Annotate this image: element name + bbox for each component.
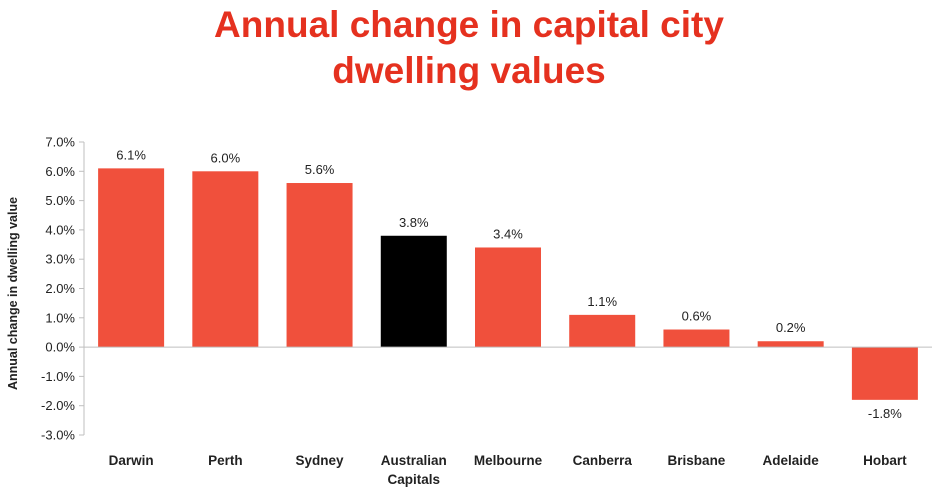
data-label: 5.6% xyxy=(305,162,335,177)
y-tick-label: 1.0% xyxy=(45,310,75,325)
chart-title-line-2: dwelling values xyxy=(332,50,606,91)
y-axis-title: Annual change in dwelling value xyxy=(6,197,20,390)
y-tick-label: 0.0% xyxy=(45,340,75,355)
data-label: -1.8% xyxy=(868,406,902,421)
data-label: 0.6% xyxy=(682,309,712,324)
bar-brisbane xyxy=(663,329,730,348)
bar-hobart xyxy=(851,347,918,400)
x-tick-label: Perth xyxy=(208,453,243,468)
chart-title: Annual change in capital city dwelling v… xyxy=(0,2,938,94)
x-tick-label: Hobart xyxy=(863,453,907,468)
data-label: 0.2% xyxy=(776,320,806,335)
x-tick-label: Canberra xyxy=(573,453,633,468)
y-tick-label: 2.0% xyxy=(45,281,75,296)
data-label: 1.1% xyxy=(587,294,617,309)
x-tick-label: Sydney xyxy=(296,453,345,468)
bar-adelaide xyxy=(757,341,824,348)
x-tick-label: Melbourne xyxy=(474,453,543,468)
x-tick-label: Adelaide xyxy=(763,453,820,468)
bar-sydney xyxy=(286,183,353,348)
y-tick-label: -2.0% xyxy=(41,398,75,413)
bar-melbourne xyxy=(475,247,541,348)
y-tick-label: -3.0% xyxy=(41,428,75,443)
y-tick-label: 4.0% xyxy=(45,222,75,237)
bar-canberra xyxy=(569,314,636,348)
y-tick-label: 5.0% xyxy=(45,193,75,208)
data-label: 3.4% xyxy=(493,226,523,241)
bar-australian-capitals xyxy=(380,235,447,348)
x-tick-label: Australian xyxy=(381,453,447,468)
bar-darwin xyxy=(98,168,165,348)
data-label: 6.0% xyxy=(211,150,241,165)
x-tick-label: Brisbane xyxy=(668,453,726,468)
data-label: 3.8% xyxy=(399,215,429,230)
y-tick-label: 3.0% xyxy=(45,252,75,267)
y-tick-label: 7.0% xyxy=(45,135,75,150)
x-tick-label: Darwin xyxy=(109,453,154,468)
chart-title-line-1: Annual change in capital city xyxy=(214,4,724,45)
data-label: 6.1% xyxy=(116,147,146,162)
x-tick-label: Capitals xyxy=(388,472,441,487)
y-tick-label: 6.0% xyxy=(45,164,75,179)
y-tick-label: -1.0% xyxy=(41,369,75,384)
bar-perth xyxy=(192,171,259,348)
